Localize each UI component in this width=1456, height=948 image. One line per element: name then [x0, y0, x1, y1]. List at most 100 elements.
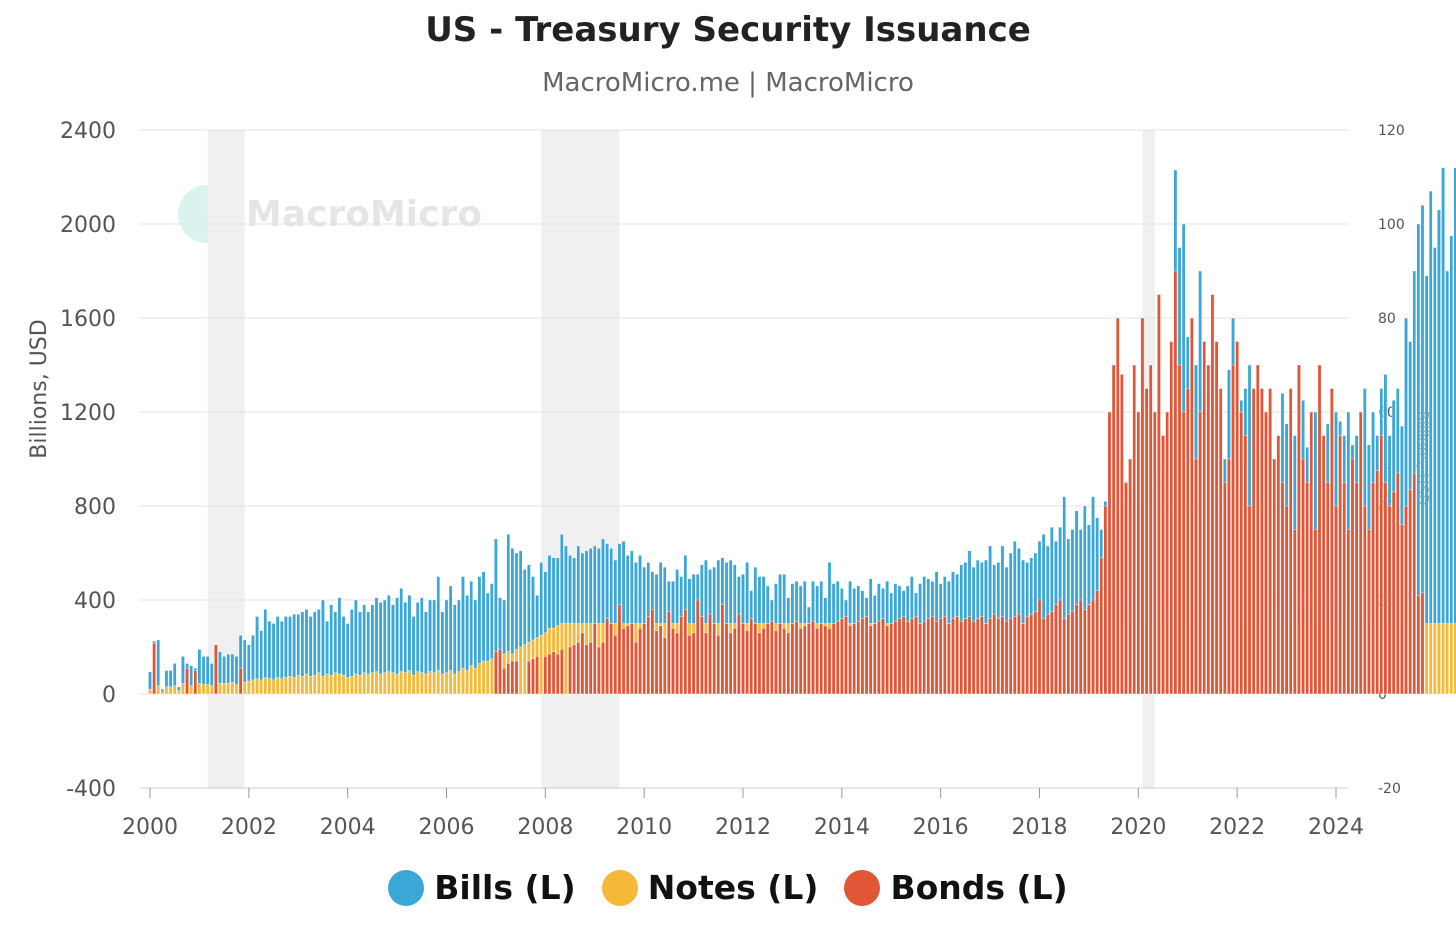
bar-bonds-l [815, 628, 819, 695]
bar-notes-l [378, 673, 383, 695]
bar-notes-l [230, 682, 235, 695]
bar-bonds-l [868, 625, 873, 695]
bar-bonds-l [790, 623, 795, 695]
bar-bonds-l [914, 616, 918, 695]
bar-notes-l [485, 660, 490, 695]
bar-bonds-l [1099, 557, 1104, 695]
bar-bonds-l [584, 644, 589, 695]
bar-bonds-l [724, 623, 729, 695]
legend-item-bonds-l[interactable]: Bonds (L) [844, 868, 1068, 907]
legend-item-bills-l[interactable]: Bills (L) [388, 868, 576, 907]
bar-bonds-l [819, 623, 824, 695]
bar-bonds-l [646, 616, 651, 695]
bar-bonds-l [638, 628, 642, 695]
bar-bonds-l [535, 656, 539, 695]
bar-bonds-l [947, 623, 951, 695]
bar-notes-l [177, 690, 181, 695]
bar-bonds-l [1371, 482, 1375, 695]
bar-bonds-l [860, 618, 865, 695]
bar-notes-l [518, 646, 523, 695]
bar-notes-l [255, 678, 259, 695]
bar-notes-l [391, 672, 395, 695]
bar-bonds-l [778, 623, 782, 695]
bar-notes-l [337, 673, 342, 695]
bar-bonds-l [1173, 270, 1178, 695]
bar-bonds-l [922, 620, 927, 695]
bar-notes-l [275, 677, 280, 695]
bar-notes-l [300, 676, 305, 695]
bar-bonds-l [1375, 470, 1379, 695]
x-tick-label: 2020 [1110, 815, 1166, 840]
bar-bonds-l [1342, 482, 1347, 695]
x-tick-label: 2018 [1012, 815, 1068, 840]
y-left-tick-label: 1600 [60, 307, 116, 332]
bar-bonds-l [658, 625, 663, 695]
bar-bonds-l [572, 644, 576, 695]
bar-notes-l [403, 672, 408, 695]
bar-notes-l [1428, 623, 1433, 695]
bar-bonds-l [1140, 317, 1145, 695]
bar-bonds-l [1045, 613, 1050, 695]
bar-notes-l [489, 658, 494, 695]
bar-bonds-l [1058, 599, 1062, 695]
bar-bonds-l [996, 618, 1001, 695]
bar-bonds-l [1391, 491, 1396, 695]
bar-notes-l [226, 683, 231, 695]
x-tick-label: 2004 [320, 815, 376, 840]
bar-notes-l [189, 685, 193, 695]
bar-notes-l [370, 672, 375, 695]
bar-bonds-l [1214, 341, 1219, 695]
watermark-text: MacroMicro [246, 193, 482, 235]
bar-bonds-l [910, 618, 914, 695]
bar-notes-l [168, 686, 173, 695]
bar-bonds-l [238, 667, 243, 695]
bar-bonds-l [630, 623, 634, 695]
bar-bonds-l [1243, 435, 1248, 695]
bar-bonds-l [531, 658, 535, 695]
bar-bonds-l [494, 651, 498, 695]
bar-bonds-l [1190, 317, 1194, 695]
bar-bonds-l [807, 623, 811, 695]
chart-legend: Bills (L) Notes (L) Bonds (L) [0, 868, 1456, 907]
bar-bonds-l [704, 632, 708, 695]
bar-bonds-l [1280, 482, 1285, 695]
bar-notes-l [304, 673, 309, 695]
bar-bonds-l [761, 628, 766, 695]
bar-bonds-l [1350, 458, 1355, 695]
bar-bonds-l [980, 616, 984, 695]
bar-bonds-l [1004, 620, 1009, 695]
bar-notes-l [522, 644, 527, 695]
bar-bonds-l [506, 663, 511, 695]
bar-notes-l [325, 673, 329, 695]
bar-notes-l [209, 685, 214, 695]
bar-bonds-l [1128, 458, 1132, 695]
bar-notes-l [271, 679, 276, 695]
legend-item-notes-l[interactable]: Notes (L) [601, 868, 818, 907]
bar-bonds-l [1354, 482, 1359, 695]
bar-bonds-l [555, 653, 560, 695]
bar-notes-l [148, 689, 152, 695]
bar-bonds-l [1021, 623, 1025, 695]
y-right-tick-label: 0 [1378, 687, 1387, 703]
bar-bonds-l [823, 625, 828, 695]
bar-bonds-l [1037, 599, 1042, 695]
bar-bonds-l [753, 623, 758, 695]
bar-bonds-l [811, 620, 815, 695]
bar-bonds-l [712, 623, 716, 695]
bar-bonds-l [901, 616, 906, 695]
bar-notes-l [448, 670, 453, 695]
bar-notes-l [259, 679, 263, 695]
bar-bonds-l [959, 620, 964, 695]
bar-bonds-l [1358, 411, 1363, 695]
bar-notes-l [461, 667, 465, 695]
bar-notes-l [172, 685, 177, 695]
bar-bonds-l [1218, 388, 1223, 695]
x-tick-label: 2014 [814, 815, 870, 840]
recession-shade [207, 130, 245, 788]
bar-bonds-l [625, 625, 630, 695]
bar-notes-l [329, 675, 334, 695]
bar-bills-l [1428, 190, 1433, 695]
x-tick-label: 2010 [616, 815, 672, 840]
bar-bonds-l [1276, 435, 1281, 695]
